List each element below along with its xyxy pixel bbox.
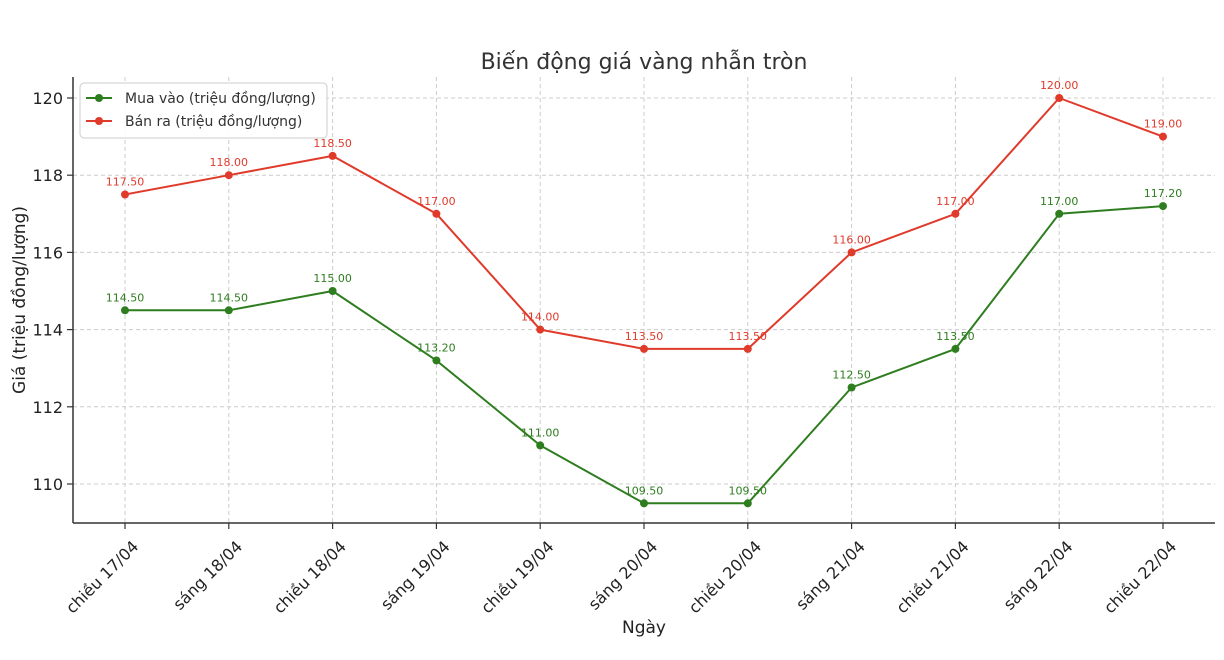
series-1-point (432, 209, 441, 218)
series-0-data-label: 117.20 (1144, 187, 1183, 200)
x-axis-label: Ngày (622, 618, 666, 638)
series-0-point (1159, 202, 1167, 211)
series-1-point (847, 248, 856, 257)
series-1-data-label: 118.50 (313, 137, 352, 150)
x-tick-label: chiều 19/04 (477, 537, 557, 617)
x-tick-label: sáng 21/04 (792, 537, 869, 614)
series-1-point (121, 190, 129, 199)
legend-marker-sell (95, 117, 103, 125)
series-1-data-label: 113.50 (729, 330, 768, 343)
series-0-data-label: 115.00 (313, 272, 352, 285)
series-0-point (640, 499, 648, 508)
series-1-data-label: 120.00 (1040, 79, 1079, 92)
series-1-data-label: 117.50 (106, 176, 145, 189)
y-tick-label: 112 (32, 398, 63, 417)
series-1-data-label: 113.50 (625, 330, 664, 343)
series-0-data-label: 113.20 (417, 341, 456, 354)
series-0-data-label: 114.50 (106, 291, 145, 304)
series-0-data-label: 109.50 (729, 484, 768, 497)
legend-box (79, 82, 328, 139)
grid (73, 77, 1215, 523)
series-0-point (121, 306, 129, 315)
x-ticks: chiều 17/04 sáng 18/04 chiều 18/04 sáng 19/… (62, 523, 1180, 617)
series-0-point (847, 383, 856, 392)
series-0-data-label: 111.00 (521, 426, 560, 439)
legend: Mua vào (triệu đồng/lượng) Bán ra (triệu… (79, 82, 328, 139)
chart-title: Biến động giá vàng nhẫn tròn (481, 49, 808, 75)
y-tick-label: 110 (32, 475, 63, 494)
x-tick-label: chiều 17/04 (62, 537, 142, 617)
series-1-data-label: 117.00 (936, 195, 975, 208)
series-1-data-label: 114.00 (521, 311, 560, 324)
series-1-data-label: 117.00 (417, 195, 456, 208)
series-0-point (1055, 209, 1064, 218)
legend-label-sell: Bán ra (triệu đồng/lượng) (125, 113, 302, 130)
series-0-point (536, 441, 545, 450)
series-1-point (328, 151, 337, 160)
y-ticks: 110 112 114 116 118 120 (32, 89, 73, 494)
x-tick-label: chiều 22/04 (1100, 537, 1180, 617)
y-tick-label: 116 (32, 243, 63, 262)
series-1-data-label: 119.00 (1144, 118, 1183, 131)
series-0-data-label: 112.50 (832, 369, 871, 382)
x-tick-label: chiều 20/04 (685, 537, 765, 617)
x-tick-label: sáng 22/04 (1000, 537, 1077, 614)
series-0-data-label: 113.50 (936, 330, 975, 343)
series-1-data-label: 118.00 (210, 156, 249, 169)
series-1-point (1055, 94, 1064, 102)
series-0-point (951, 344, 960, 353)
series-1-point (536, 325, 545, 334)
x-tick-label: sáng 19/04 (377, 537, 454, 614)
y-axis-label: Giá (triệu đồng/lượng) (9, 206, 30, 394)
legend-marker-buy (95, 94, 103, 102)
series-0-data-label: 109.50 (625, 484, 664, 497)
series-0-data-label: 114.50 (210, 291, 249, 304)
series-1-data-label: 116.00 (832, 233, 871, 246)
series-1-point (743, 344, 752, 353)
x-tick-label: sáng 20/04 (584, 537, 661, 614)
series-1-point (951, 209, 960, 218)
series-1-point (640, 344, 648, 353)
legend-label-buy: Mua vào (triệu đồng/lượng) (125, 90, 316, 107)
series-1-point (1159, 132, 1167, 141)
y-tick-label: 118 (32, 166, 63, 185)
series-0-point (224, 306, 233, 315)
x-tick-label: chiều 18/04 (270, 537, 350, 617)
x-tick-label: sáng 18/04 (169, 537, 246, 614)
series-0-point (432, 356, 441, 365)
series-1-point (224, 171, 233, 180)
series-0-point (328, 287, 337, 295)
y-tick-label: 120 (32, 89, 63, 108)
series-0-data-label: 117.00 (1040, 195, 1079, 208)
y-tick-label: 114 (32, 321, 63, 340)
series-0-point (743, 499, 752, 508)
x-tick-label: chiều 21/04 (892, 537, 972, 617)
series-layer: 114.50 114.50 115.00 113.20 111.00 109.50 109.… (106, 79, 1183, 508)
